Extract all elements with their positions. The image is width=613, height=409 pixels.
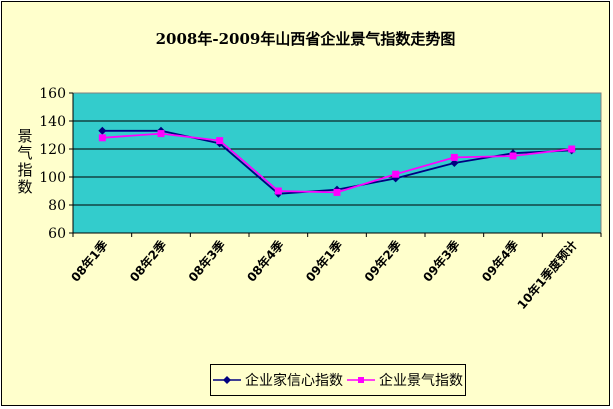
y-tick-label: 100 bbox=[39, 170, 66, 186]
legend-item-confidence: 企业家信心指数 bbox=[213, 370, 343, 390]
series-1-point bbox=[568, 145, 576, 153]
x-tick-label: 08年2季 bbox=[126, 237, 170, 285]
x-tick-label: 08年3季 bbox=[185, 237, 229, 285]
series-1-point bbox=[216, 137, 224, 145]
x-tick-label: 08年1季 bbox=[68, 237, 112, 285]
x-tick-label: 09年2季 bbox=[361, 237, 405, 285]
series-1-point bbox=[392, 170, 400, 178]
x-tick-label: 10年1季度预计 bbox=[514, 237, 580, 312]
legend-label-climate: 企业景气指数 bbox=[379, 373, 463, 389]
chart-svg: 60 80 100 120 140 160 08年1季 08年2季 08年3季 08年4季 09年1… bbox=[39, 86, 602, 312]
legend-label-confidence: 企业家信心指数 bbox=[245, 373, 343, 389]
x-tick-label: 08年4季 bbox=[244, 237, 288, 285]
series-1-point bbox=[450, 153, 458, 161]
y-tick-label: 140 bbox=[39, 114, 66, 130]
x-tick-label: 09年1季 bbox=[302, 237, 346, 285]
legend-swatch-climate bbox=[347, 377, 375, 383]
y-tick-label: 60 bbox=[48, 226, 66, 242]
series-1-point bbox=[98, 134, 106, 142]
y-axis-label: 景气指数 bbox=[17, 127, 33, 196]
series-0-point bbox=[98, 126, 107, 135]
plot-area bbox=[72, 92, 602, 234]
legend: 企业家信心指数 企业景气指数 bbox=[210, 364, 466, 396]
series-1-point bbox=[157, 130, 165, 138]
y-tick-label: 80 bbox=[48, 198, 66, 214]
y-tick-label: 120 bbox=[39, 142, 66, 158]
x-tick-label: 09年3季 bbox=[420, 237, 464, 285]
y-tick-label: 160 bbox=[39, 86, 66, 102]
legend-swatch-confidence bbox=[213, 376, 241, 384]
chart-title: 2008年-2009年山西省企业景气指数走势图 bbox=[155, 30, 456, 48]
x-tick-label: 09年4季 bbox=[478, 237, 522, 285]
series-1-point bbox=[509, 152, 517, 160]
series-1-point bbox=[333, 188, 341, 196]
legend-item-climate: 企业景气指数 bbox=[347, 370, 463, 390]
series-1-point bbox=[274, 187, 282, 195]
series-0-point bbox=[450, 159, 459, 167]
